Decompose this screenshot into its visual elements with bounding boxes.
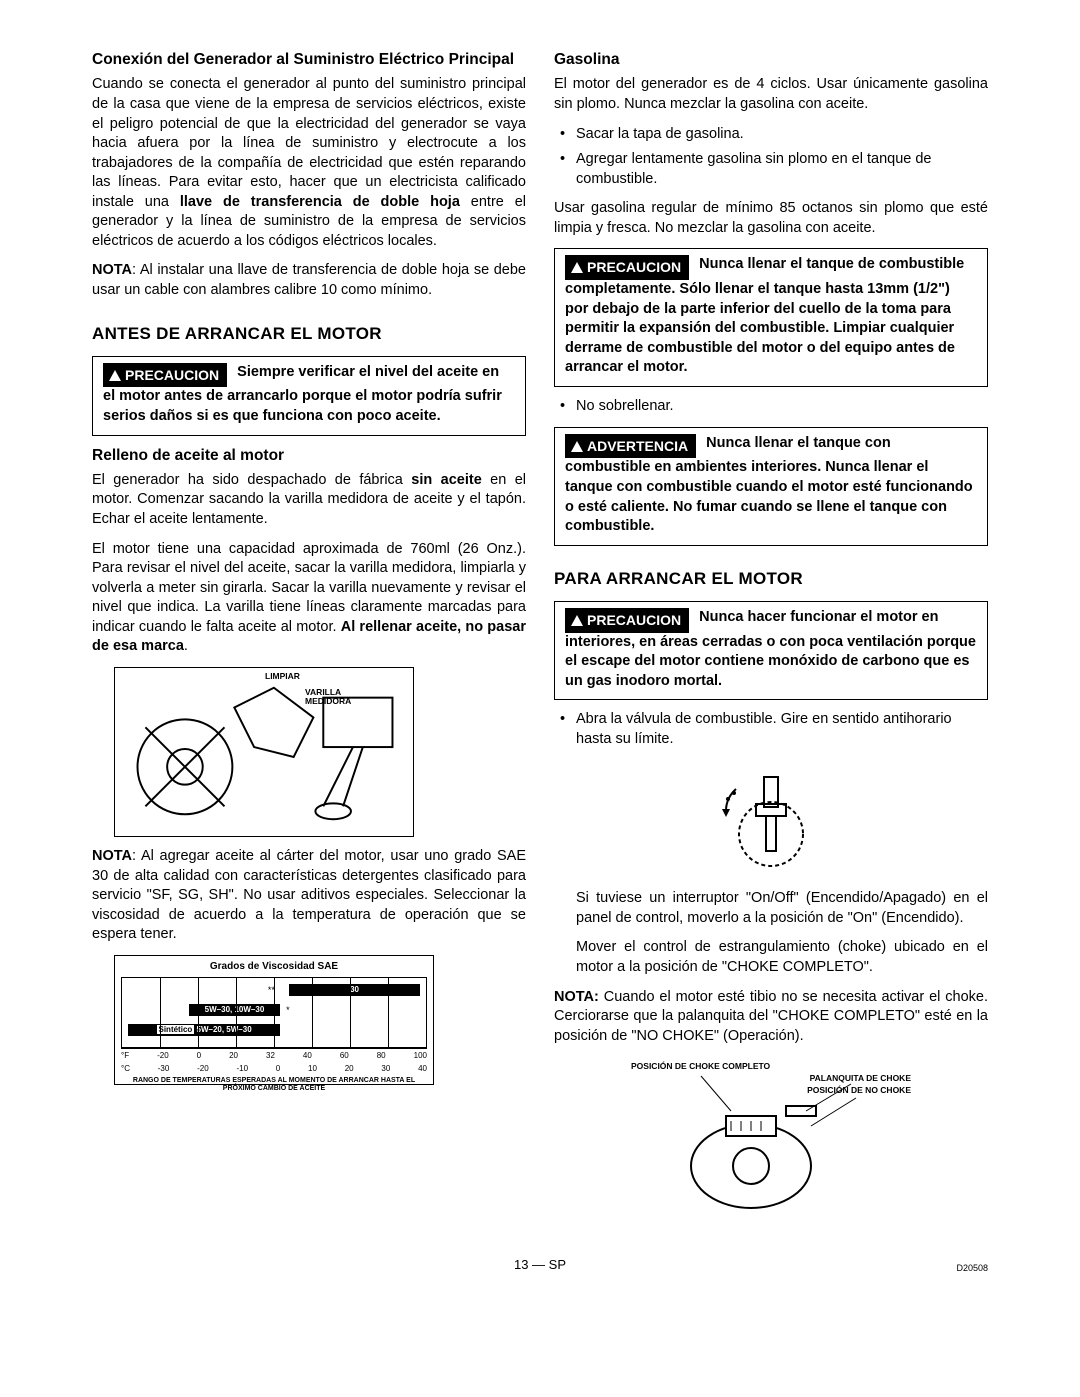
right-column: Gasolina El motor del generador es de 4 … (554, 50, 988, 1226)
list-item: No sobrellenar. (554, 397, 988, 417)
heading-before-start: ANTES DE ARRANCAR EL MOTOR (92, 323, 526, 346)
figure-fuel-valve (676, 759, 866, 879)
warning-indoor-fuel: ADVERTENCIA Nunca llenar el tanque con c… (554, 427, 988, 546)
caution-label: PRECAUCION (565, 255, 689, 280)
figure-choke: POSICIÓN DE CHOKE COMPLETO PALANQUITA DE… (631, 1056, 911, 1226)
fuel-valve-icon (676, 759, 866, 879)
no-overfill-list: No sobrellenar. (554, 397, 988, 417)
oil-diagram-icon (115, 668, 413, 836)
label-limpiar: LIMPIAR (265, 672, 300, 681)
warning-triangle-icon (109, 370, 121, 381)
viscosity-note: RANGO DE TEMPERATURAS ESPERADAS AL MOMEN… (121, 1077, 427, 1092)
figure-viscosity-chart: Grados de Viscosidad SAE 30 ** 5W–30, 10… (114, 955, 434, 1085)
viscosity-title: Grados de Viscosidad SAE (121, 960, 427, 974)
warning-triangle-icon (571, 441, 583, 452)
note-choke: NOTA: Cuando el motor esté tibio no se n… (554, 988, 988, 1047)
label-varilla: VARILLAMEDIDORA (305, 688, 351, 707)
para-choke: Mover el control de estrangulamiento (ch… (554, 938, 988, 977)
viscosity-bar-30: 30 (289, 984, 420, 996)
doc-id: D20508 (956, 1262, 988, 1274)
heading-start-motor: PARA ARRANCAR EL MOTOR (554, 568, 988, 591)
warning-triangle-icon (571, 615, 583, 626)
heading-oil-fill: Relleno de aceite al motor (92, 446, 526, 465)
para-gas2: Usar gasolina regular de mínimo 85 octan… (554, 199, 988, 238)
gas-bullets: Sacar la tapa de gasolina. Agregar lenta… (554, 125, 988, 190)
list-item: Sacar la tapa de gasolina. (554, 125, 988, 145)
para-oil1: El generador ha sido despachado de fábri… (92, 471, 526, 530)
label-no-choke: POSICIÓN DE NO CHOKE (791, 1086, 911, 1095)
viscosity-bar-5w30: 5W–30, 10W–30 (189, 1004, 280, 1016)
page-number: 13 — SP (514, 1257, 566, 1272)
para-connection: Cuando se conecta el generador al punto … (92, 75, 526, 251)
heading-gasoline: Gasolina (554, 50, 988, 69)
note-oil: NOTA: Al agregar aceite al cárter del mo… (92, 847, 526, 945)
label-choke-lever: PALANQUITA DE CHOKE (801, 1074, 911, 1083)
list-item: Abra la válvula de combustible. Gire en … (554, 710, 988, 749)
viscosity-scale-f: °F -2002032406080100 (121, 1051, 427, 1062)
warning-label: ADVERTENCIA (565, 434, 696, 459)
viscosity-scale-c: °C -30-20-10010203040 (121, 1064, 427, 1075)
caution-indoor-run: PRECAUCION Nunca hacer funcionar el moto… (554, 601, 988, 701)
para-onoff: Si tuviese un interruptor "On/Off" (Ence… (554, 889, 988, 928)
label-choke-full: POSICIÓN DE CHOKE COMPLETO (631, 1062, 771, 1071)
para-gas1: El motor del generador es de 4 ciclos. U… (554, 75, 988, 114)
list-item: Agregar lentamente gasolina sin plomo en… (554, 150, 988, 189)
caution-label: PRECAUCION (565, 608, 689, 633)
warning-triangle-icon (571, 262, 583, 273)
page-footer: 13 — SP D20508 (92, 1256, 988, 1274)
viscosity-bar-synthetic: Sintético 5W–20, 5W–30 (128, 1024, 280, 1036)
heading-connection: Conexión del Generador al Suministro Elé… (92, 50, 526, 69)
left-column: Conexión del Generador al Suministro Elé… (92, 50, 526, 1226)
note-connection: NOTA: Al instalar una llave de transfere… (92, 261, 526, 300)
caution-tank-fill: PRECAUCION Nunca llenar el tanque de com… (554, 248, 988, 387)
figure-oil-dipstick: LIMPIAR VARILLAMEDIDORA (114, 667, 414, 837)
viscosity-grid: 30 ** 5W–30, 10W–30 * Sintético 5W–20, 5… (121, 977, 427, 1049)
caution-label: PRECAUCION (103, 363, 227, 388)
caution-oil-level: PRECAUCION Siempre verificar el nivel de… (92, 356, 526, 436)
start-bullets: Abra la válvula de combustible. Gire en … (554, 710, 988, 749)
para-oil2: El motor tiene una capacidad aproximada … (92, 540, 526, 657)
